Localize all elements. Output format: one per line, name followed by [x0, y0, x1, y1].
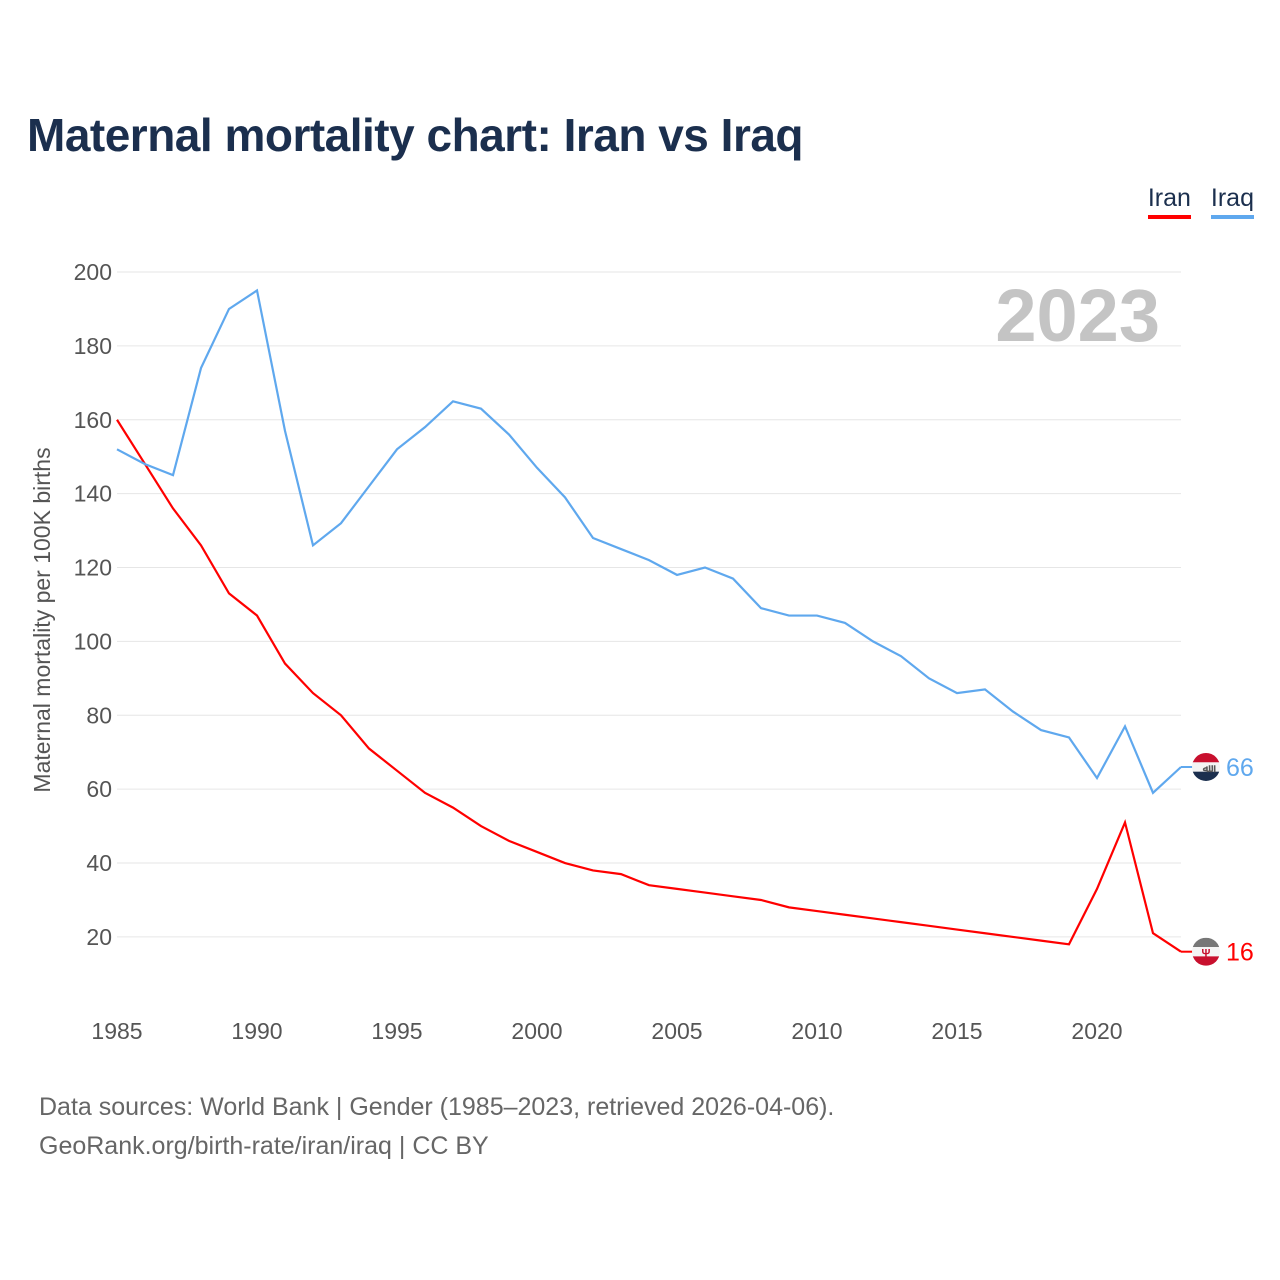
x-tick-label: 1985 — [91, 1018, 142, 1044]
flag-stripe — [1192, 937, 1220, 948]
flag-stripe — [1192, 947, 1220, 957]
year-watermark: 2023 — [995, 274, 1160, 357]
chart-title: Maternal mortality chart: Iran vs Iraq — [27, 109, 804, 161]
y-tick-label: 180 — [74, 333, 112, 359]
y-tick-label: 100 — [74, 628, 112, 654]
y-tick-label: 160 — [74, 407, 112, 433]
source-link[interactable]: GeoRank.org/birth-rate/iran/iraq | CC BY — [39, 1132, 489, 1160]
x-tick-label: 2000 — [511, 1018, 562, 1044]
legend: Iran Iraq — [1147, 184, 1254, 219]
y-tick-label: 60 — [86, 776, 112, 802]
flag-stripe — [1192, 771, 1220, 781]
flag-stripe — [1192, 762, 1220, 772]
x-tick-label: 1990 — [231, 1018, 282, 1044]
x-tick-label: 2020 — [1071, 1018, 1122, 1044]
series-line-iran — [116, 419, 1182, 953]
y-tick-label: 20 — [86, 924, 112, 950]
end-value-label-iraq: 66 — [1226, 754, 1254, 782]
y-tick-label: 120 — [74, 555, 112, 581]
series-line-iraq — [116, 288, 1182, 795]
y-tick-label: 40 — [86, 850, 112, 876]
source-line: Data sources: World Bank | Gender (1985–… — [39, 1093, 835, 1121]
flag-stripe — [1192, 956, 1220, 966]
x-tick-label: 2010 — [791, 1018, 842, 1044]
y-axis-label: Maternal mortality per 100K births — [29, 447, 55, 792]
end-value-label-iran: 16 — [1226, 939, 1254, 967]
flag-stripe — [1192, 752, 1220, 763]
y-tick-label: 200 — [74, 259, 112, 285]
source-note: Data sources: World Bank | Gender (1985–… — [39, 1088, 834, 1166]
iraq-flag-icon: ﷲ — [1192, 752, 1220, 781]
x-tick-label: 2015 — [931, 1018, 982, 1044]
y-tick-label: 80 — [86, 702, 112, 728]
x-tick-label: 1995 — [371, 1018, 422, 1044]
iran-flag-icon: Ψ — [1192, 937, 1220, 966]
y-tick-label: 140 — [74, 481, 112, 507]
legend-item-iran[interactable]: Iran — [1147, 184, 1191, 219]
flag-emblem: Ψ — [1202, 948, 1211, 960]
x-tick-label: 2005 — [651, 1018, 702, 1044]
legend-item-iraq[interactable]: Iraq — [1210, 184, 1254, 219]
